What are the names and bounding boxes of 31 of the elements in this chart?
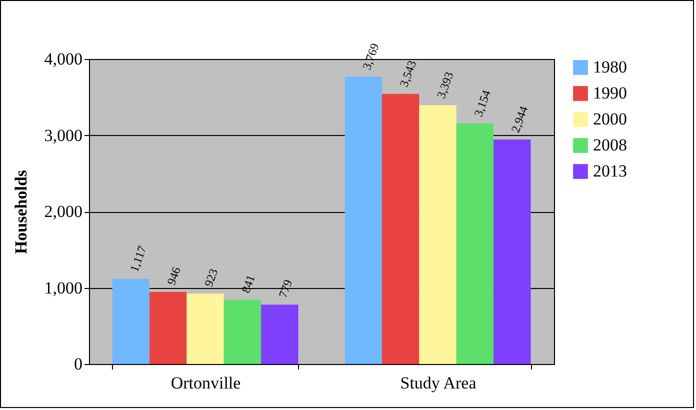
bar (224, 300, 262, 364)
y-tick-label: 1,000 (44, 278, 82, 298)
x-tick-label: Study Area (400, 374, 477, 392)
bar (149, 292, 187, 364)
x-tick-label: Ortonville (170, 374, 241, 392)
y-tick-label: 2,000 (44, 202, 82, 221)
data-label: 1,117 (127, 244, 150, 274)
bar (344, 76, 382, 364)
legend-label: 2013 (593, 162, 627, 180)
bar (261, 304, 298, 364)
data-label: 3,393 (434, 70, 456, 100)
bar (494, 140, 531, 364)
data-label: 2,944 (508, 104, 531, 134)
legend-label: 2008 (593, 136, 627, 154)
data-label: 946 (164, 265, 184, 287)
y-tick-label: 3,000 (44, 126, 82, 145)
data-label: 3,543 (396, 58, 420, 89)
bar (419, 105, 456, 364)
legend-label: 1990 (593, 84, 627, 102)
y-tick-label: 0 (74, 354, 82, 374)
data-label: 3,769 (360, 41, 382, 72)
legend-label: 1980 (593, 58, 627, 76)
data-label: 3,154 (471, 88, 494, 118)
data-label: 923 (201, 266, 221, 288)
bar (186, 294, 224, 364)
bar (456, 124, 494, 364)
legend-label: 2000 (593, 110, 627, 128)
y-axis-title: Households (11, 170, 30, 254)
y-tick-label: 4,000 (44, 50, 82, 68)
bar (382, 94, 420, 364)
bar (112, 278, 150, 364)
